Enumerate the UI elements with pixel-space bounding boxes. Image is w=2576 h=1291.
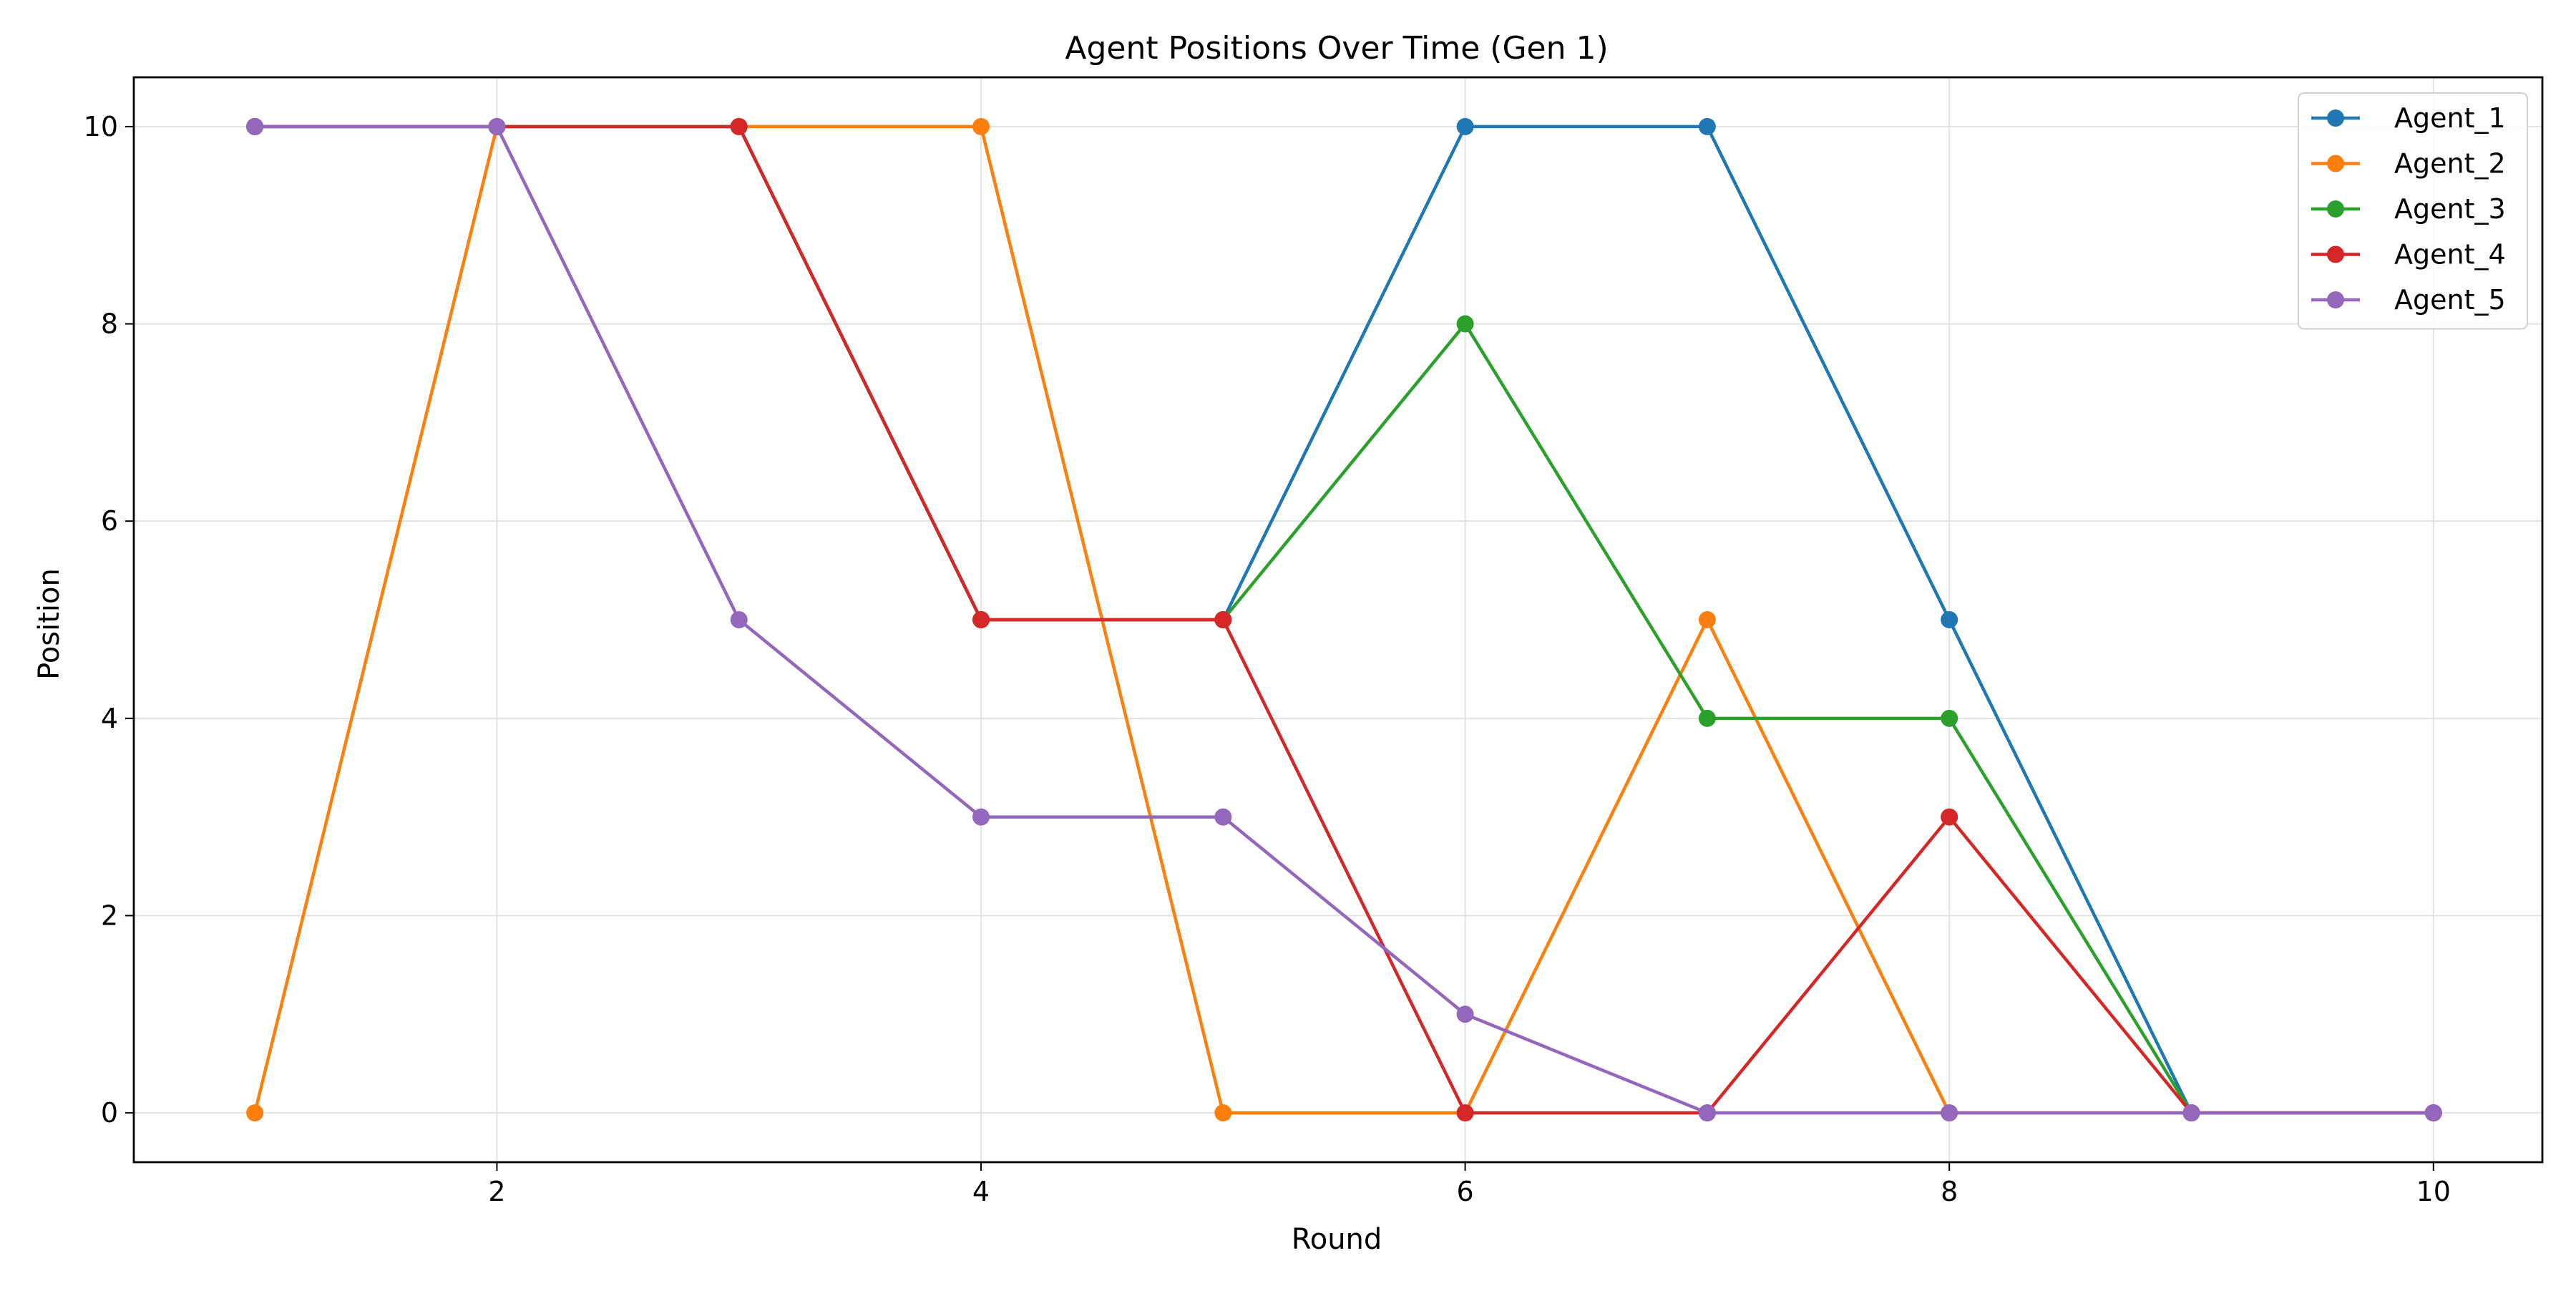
data-point — [730, 611, 748, 628]
axis-layer: 2 4 6 8 10 0 2 4 6 8 10 — [84, 111, 2451, 1207]
legend-entry: Agent_5 — [2311, 284, 2506, 316]
y-tick-label: 0 — [101, 1097, 118, 1129]
data-point — [1698, 611, 1716, 628]
data-point — [730, 117, 748, 135]
data-point — [1456, 117, 1474, 135]
series-line — [253, 125, 2436, 1115]
legend-entry: Agent_1 — [2311, 102, 2506, 134]
legend-label: Agent_4 — [2394, 239, 2506, 271]
legend-label: Agent_3 — [2394, 193, 2506, 225]
y-tick-label: 10 — [84, 111, 118, 142]
x-tick-label: 2 — [488, 1176, 505, 1207]
data-point — [246, 1104, 264, 1122]
x-tick-label: 8 — [1941, 1176, 1958, 1207]
data-point — [1941, 1104, 1958, 1122]
data-point — [246, 117, 264, 135]
legend-label: Agent_1 — [2394, 102, 2506, 134]
x-tick-label: 6 — [1457, 1176, 1474, 1207]
data-point — [1214, 808, 1232, 826]
legend-entry: Agent_2 — [2311, 148, 2506, 180]
data-point — [2182, 1104, 2200, 1122]
data-point — [1941, 611, 1958, 628]
legend-swatch-marker — [2327, 291, 2344, 308]
y-axis-label: Position — [33, 568, 66, 680]
data-point — [972, 611, 990, 628]
data-point — [488, 117, 506, 135]
series-agent-5 — [246, 117, 2442, 1122]
y-tick-label: 2 — [101, 900, 118, 931]
data-point — [1214, 1104, 1232, 1122]
plot-frame — [132, 76, 2544, 1164]
series-layer — [246, 117, 2442, 1122]
legend-swatch-marker — [2327, 155, 2344, 172]
data-point — [1941, 808, 1958, 826]
data-point — [1698, 709, 1716, 727]
y-tick-label: 6 — [101, 505, 118, 537]
y-tick-label: 8 — [101, 308, 118, 340]
data-point — [1698, 1104, 1716, 1122]
legend-swatch-marker — [2327, 245, 2344, 263]
legend-entry: Agent_3 — [2311, 193, 2506, 225]
data-point — [1214, 611, 1232, 628]
data-point — [972, 808, 990, 826]
chart-title: Agent Positions Over Time (Gen 1) — [1065, 30, 1608, 67]
series-line — [253, 125, 2436, 1115]
legend: Agent_1 Agent_2 Agent_3 Agent_4 Agent_5 — [2298, 92, 2528, 330]
legend-swatch-marker — [2327, 200, 2344, 218]
legend-box — [2298, 92, 2528, 330]
data-point — [2424, 1104, 2442, 1122]
legend-label: Agent_2 — [2394, 148, 2506, 180]
x-axis-label: Round — [1292, 1223, 1382, 1256]
x-tick-label: 10 — [2416, 1176, 2451, 1207]
legend-swatch-marker — [2327, 109, 2344, 127]
x-tick-label: 4 — [972, 1176, 990, 1207]
data-point — [1456, 1104, 1474, 1122]
data-point — [1456, 315, 1474, 333]
legend-label: Agent_5 — [2394, 284, 2506, 316]
data-point — [1698, 117, 1716, 135]
y-tick-label: 4 — [101, 703, 118, 734]
data-point — [972, 117, 990, 135]
data-point — [1456, 1005, 1474, 1023]
legend-entry: Agent_4 — [2311, 239, 2506, 271]
data-point — [1941, 709, 1958, 727]
